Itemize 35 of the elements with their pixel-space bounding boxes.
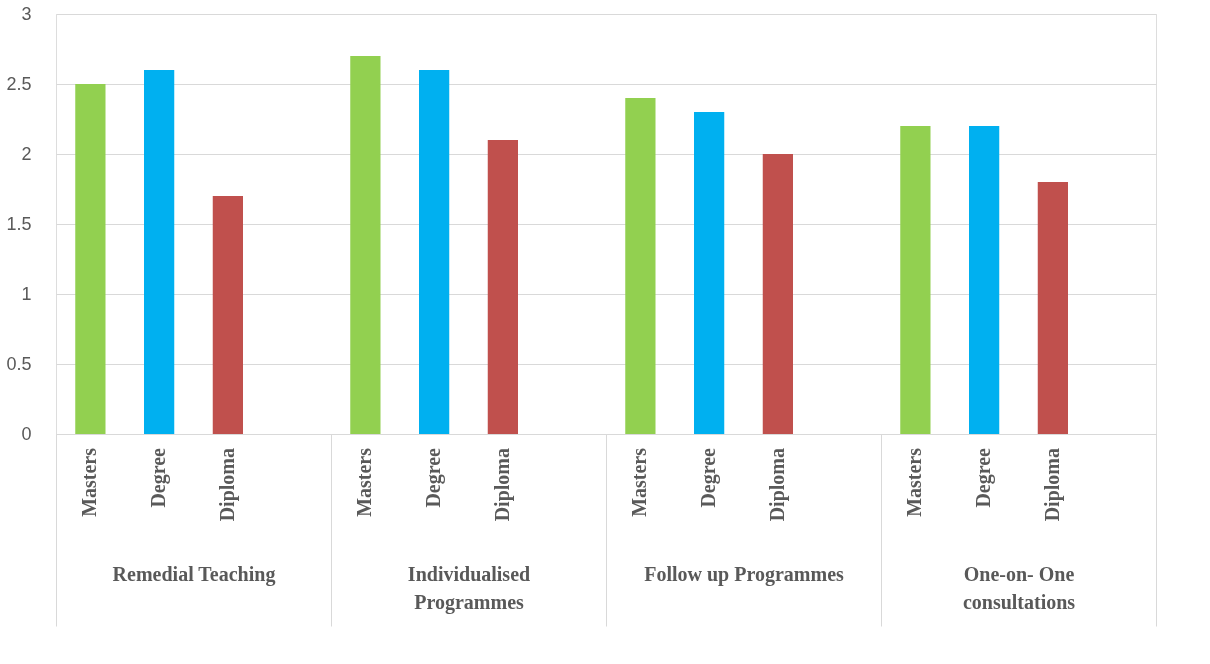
bar [694,112,725,434]
x-tick-label: One-on- One consultations [962,562,1076,613]
bar [212,196,243,434]
y-tick-label: 1.5 [6,213,32,234]
bar [487,140,518,434]
y-tick-label: 0.5 [6,353,32,374]
x-tick-label: Remedial Teaching [112,562,276,586]
text: Masters [903,448,926,517]
text: Diploma [765,448,788,522]
x-tick-label: Individualised Programmes [407,562,531,614]
bar [75,84,106,434]
x-tick-label: Follow up Programmes [644,562,845,586]
bar [144,70,175,434]
bar [762,154,793,434]
bar [350,56,381,434]
text: Masters [628,448,651,517]
text: Degree [422,448,445,508]
bar [419,70,450,434]
text: Degree [972,448,995,508]
text: Diploma [1040,448,1063,522]
text: Diploma [215,448,239,522]
text: Masters [353,448,376,517]
bar [625,98,656,434]
y-tick-label: 3 [21,3,32,24]
text: Degree [147,447,171,508]
y-tick-label: 1 [21,283,32,304]
bar [969,126,1000,434]
bar [1037,182,1068,434]
text: Degree [697,448,720,508]
text: Diploma [490,448,513,522]
text: Masters [78,447,101,517]
bar [900,126,931,434]
y-tick-label: 2 [21,143,32,164]
y-tick-label: 2.5 [6,73,32,94]
y-tick-label: 0 [21,423,32,444]
